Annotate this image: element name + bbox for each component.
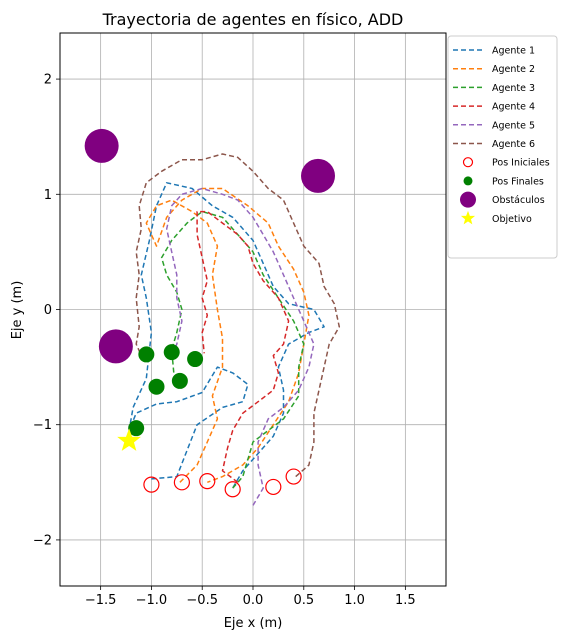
chart-title: Trayectoria de agentes en físico, ADD xyxy=(102,10,404,29)
x-tick-label: −1.0 xyxy=(136,593,168,608)
y-tick-label: 0 xyxy=(44,303,52,318)
legend-label: Pos Finales xyxy=(492,176,544,187)
legend: Agente 1 Agente 2 Agente 3 Agente 4 Agente 5… xyxy=(448,36,557,258)
y-tick-label: −2 xyxy=(33,533,52,548)
x-tick-label: 1.0 xyxy=(344,593,365,608)
x-tick-label: −0.5 xyxy=(186,593,218,608)
x-tick-label: −1.5 xyxy=(85,593,117,608)
y-tick-label: 1 xyxy=(44,188,52,203)
y-tick-label: −1 xyxy=(33,418,52,433)
legend-swatch-pos-finales xyxy=(464,176,473,185)
obstacle-point xyxy=(99,329,133,363)
x-tick-label: 1.5 xyxy=(395,593,416,608)
legend-label: Agente 4 xyxy=(492,102,535,113)
x-tick-label: 0.5 xyxy=(293,593,314,608)
legend-label: Agente 6 xyxy=(492,139,535,150)
final-position-point xyxy=(149,379,165,395)
final-position-point xyxy=(138,346,154,362)
obstacle-point xyxy=(85,129,119,163)
legend-swatch-obstaculos xyxy=(460,192,476,208)
final-position-point xyxy=(172,373,188,389)
legend-label: Agente 5 xyxy=(492,120,535,131)
y-axis-label: Eje y (m) xyxy=(10,281,25,340)
obstacle-point xyxy=(301,159,335,193)
x-axis-label: Eje x (m) xyxy=(224,616,283,631)
legend-label: Obstáculos xyxy=(492,195,545,206)
x-tick-label: 0.0 xyxy=(243,593,264,608)
legend-label: Agente 3 xyxy=(492,83,535,94)
legend-label: Pos Iniciales xyxy=(492,158,550,169)
legend-label: Agente 2 xyxy=(492,64,535,75)
legend-label: Agente 1 xyxy=(492,46,535,57)
legend-label: Objetivo xyxy=(492,214,532,225)
y-tick-label: 2 xyxy=(44,73,52,88)
final-position-point xyxy=(164,344,180,360)
final-position-point xyxy=(187,351,203,367)
